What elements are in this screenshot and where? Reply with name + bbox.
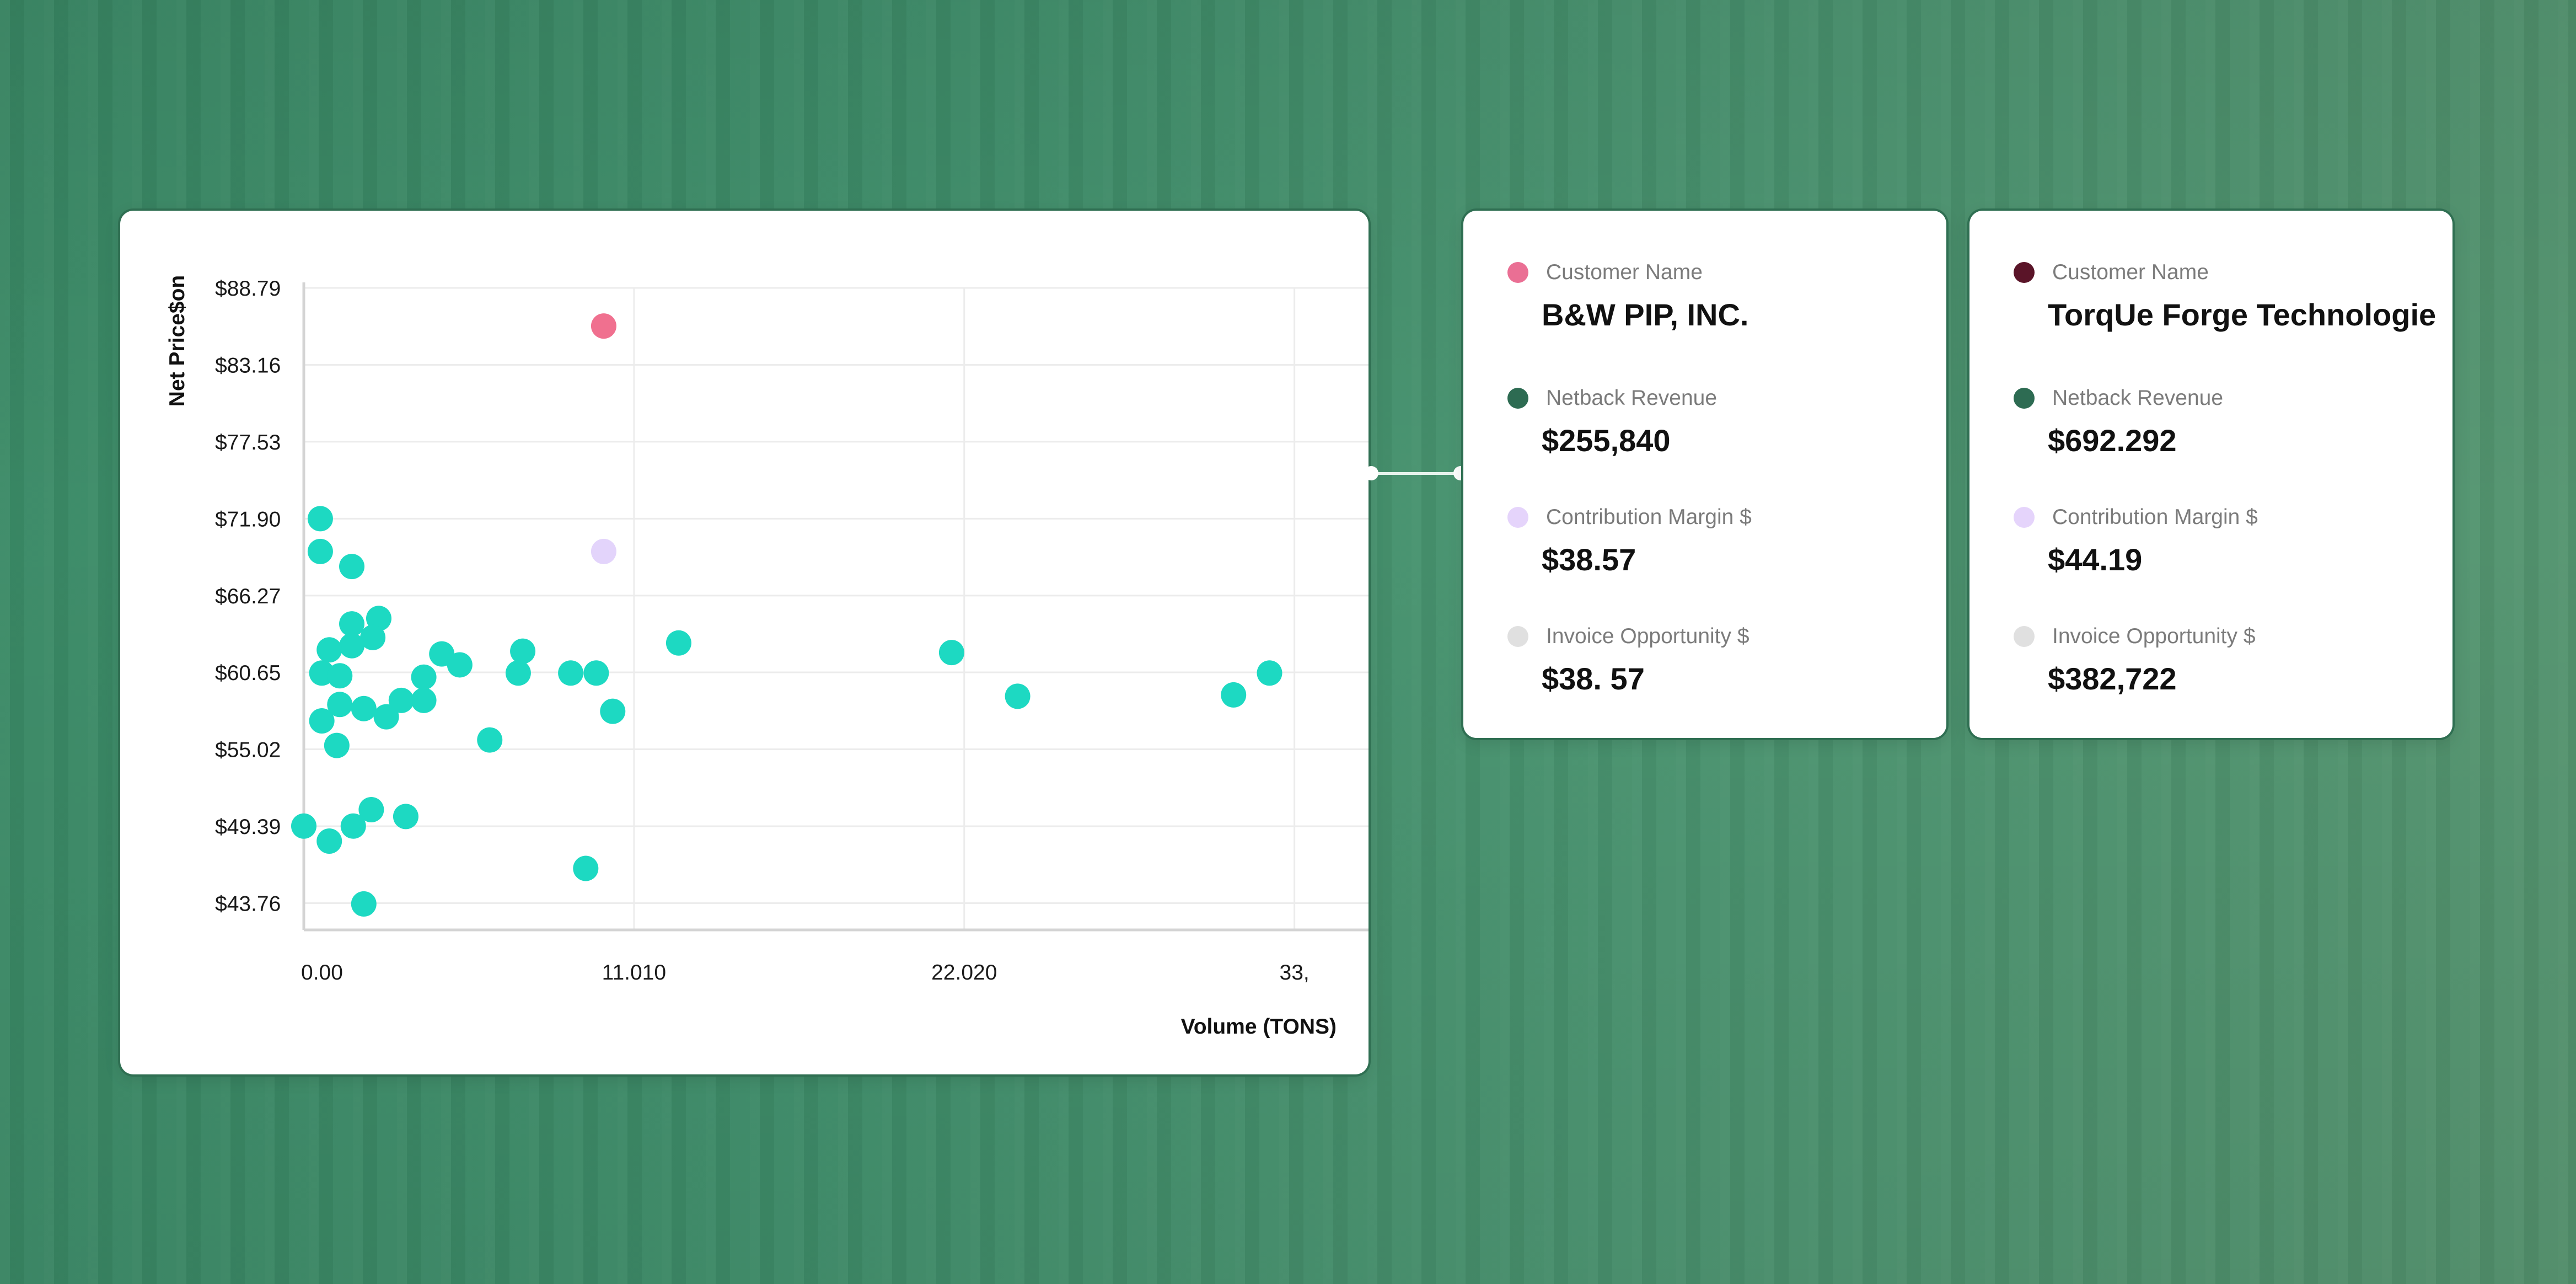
y-tick-label: $49.39 <box>215 815 281 839</box>
data-point <box>324 732 350 758</box>
data-point <box>505 660 531 686</box>
contribution-margin-field: Contribution Margin $ $44.19 <box>2014 505 2258 577</box>
y-tick-label: $77.53 <box>215 431 281 454</box>
connector-line <box>1370 472 1462 475</box>
grid-lines <box>303 287 1368 930</box>
y-tick-label: $60.65 <box>215 661 281 685</box>
data-point <box>339 611 365 637</box>
x-tick-label: 11.010 <box>602 961 666 985</box>
y-tick-label: $71.90 <box>215 507 281 531</box>
data-point <box>291 813 316 839</box>
data-point <box>447 652 473 678</box>
data-point <box>373 704 399 730</box>
netback-revenue-value: $692.292 <box>2048 423 2177 458</box>
contribution-margin-value: $44.19 <box>2048 542 2143 577</box>
contribution-dot-icon <box>2014 507 2035 528</box>
netback-revenue-label: Netback Revenue <box>1546 386 1718 410</box>
contribution-margin-value: $38.57 <box>1542 542 1636 577</box>
data-point <box>309 708 335 734</box>
customer-name-value: B&W PIP, INC. <box>1542 297 1749 332</box>
data-point <box>393 804 418 830</box>
data-point <box>366 606 391 632</box>
data-point <box>388 687 414 713</box>
data-point <box>411 687 437 713</box>
y-tick-label: $55.02 <box>215 739 281 762</box>
data-point <box>307 506 333 532</box>
invoice-opportunity-field: Invoice Opportunity $ $382,722 <box>2014 624 2256 697</box>
y-tick-label: $43.76 <box>215 892 281 916</box>
data-point <box>360 624 386 650</box>
data-point <box>339 633 365 659</box>
customer-name-value: TorqUe Forge Technologie <box>2048 297 2437 332</box>
highlighted-data-point <box>591 313 616 339</box>
contribution-margin-label: Contribution Margin $ <box>1546 505 1752 529</box>
data-point <box>351 891 377 917</box>
netback-revenue-field: Netback Revenue $255,840 <box>1507 386 1717 458</box>
customer-dot-icon <box>2014 262 2035 283</box>
x-axis-title: Volume (TONS) <box>1181 1015 1337 1039</box>
x-tick-label: 33, <box>1280 961 1310 985</box>
invoice-opportunity-label: Invoice Opportunity $ <box>1546 624 1749 648</box>
data-point <box>339 554 365 580</box>
data-point <box>1005 683 1031 709</box>
customer-name-field: Customer Name TorqUe Forge Technologie <box>2014 260 2436 333</box>
netback-dot-icon <box>1507 388 1528 409</box>
scatter-chart-card: $88.79 $83.16 $77.53 $71.90 $66.27 $60.65 $55.… <box>120 211 1368 1074</box>
data-point <box>411 664 437 690</box>
invoice-opportunity-value: $38. 57 <box>1542 661 1645 696</box>
invoice-opportunity-field: Invoice Opportunity $ $38. 57 <box>1507 624 1749 697</box>
netback-revenue-field: Netback Revenue $692.292 <box>2014 386 2223 458</box>
connector-dot-left <box>1364 466 1378 480</box>
data-point <box>351 696 377 721</box>
y-tick-label: $88.79 <box>215 277 281 301</box>
customer-dot-icon <box>1507 262 1528 283</box>
customer-detail-card[interactable]: Customer Name B&W PIP, INC. Netback Reve… <box>1463 211 1946 738</box>
data-point <box>327 692 353 718</box>
data-point <box>316 637 342 663</box>
y-tick-label: $66.27 <box>215 585 281 608</box>
customer-name-field: Customer Name B&W PIP, INC. <box>1507 260 1748 333</box>
data-point <box>1257 660 1282 686</box>
data-point <box>358 797 384 823</box>
data-point <box>1221 682 1247 708</box>
y-tick-labels: $88.79 $83.16 $77.53 $71.90 $66.27 $60.65 $55.… <box>215 277 281 916</box>
invoice-opportunity-label: Invoice Opportunity $ <box>2052 624 2256 648</box>
x-tick-label: 22.020 <box>931 961 997 985</box>
data-point <box>666 630 691 656</box>
data-point <box>307 538 333 564</box>
x-tick-labels: 0.00 11.010 22.020 33, <box>301 961 1310 985</box>
customer-name-label: Customer Name <box>1546 260 1703 284</box>
y-axis-title: Net Price$on <box>165 275 189 406</box>
data-points <box>291 313 1282 917</box>
data-point <box>510 638 536 664</box>
x-tick-label: 0.00 <box>301 961 343 985</box>
data-point <box>316 828 342 854</box>
data-point <box>558 660 584 686</box>
contribution-dot-icon <box>1507 507 1528 528</box>
data-point <box>600 698 626 724</box>
highlighted-data-point <box>591 538 616 564</box>
data-point <box>583 660 609 686</box>
data-point <box>477 727 503 753</box>
scatter-chart: $88.79 $83.16 $77.53 $71.90 $66.27 $60.65 $55.… <box>165 275 1368 1039</box>
contribution-margin-label: Contribution Margin $ <box>2052 505 2258 529</box>
customer-detail-card[interactable]: Customer Name TorqUe Forge Technologie N… <box>1969 211 2452 738</box>
invoice-opportunity-value: $382,722 <box>2048 661 2177 696</box>
data-point <box>327 663 353 689</box>
invoice-dot-icon <box>2014 626 2035 647</box>
netback-revenue-label: Netback Revenue <box>2052 386 2224 410</box>
data-point <box>573 855 599 881</box>
contribution-margin-field: Contribution Margin $ $38.57 <box>1507 505 1752 577</box>
data-point <box>938 640 964 666</box>
invoice-dot-icon <box>1507 626 1528 647</box>
data-point <box>340 813 366 839</box>
customer-name-label: Customer Name <box>2052 260 2209 284</box>
netback-dot-icon <box>2014 388 2035 409</box>
netback-revenue-value: $255,840 <box>1542 423 1671 458</box>
y-tick-label: $83.16 <box>215 354 281 377</box>
